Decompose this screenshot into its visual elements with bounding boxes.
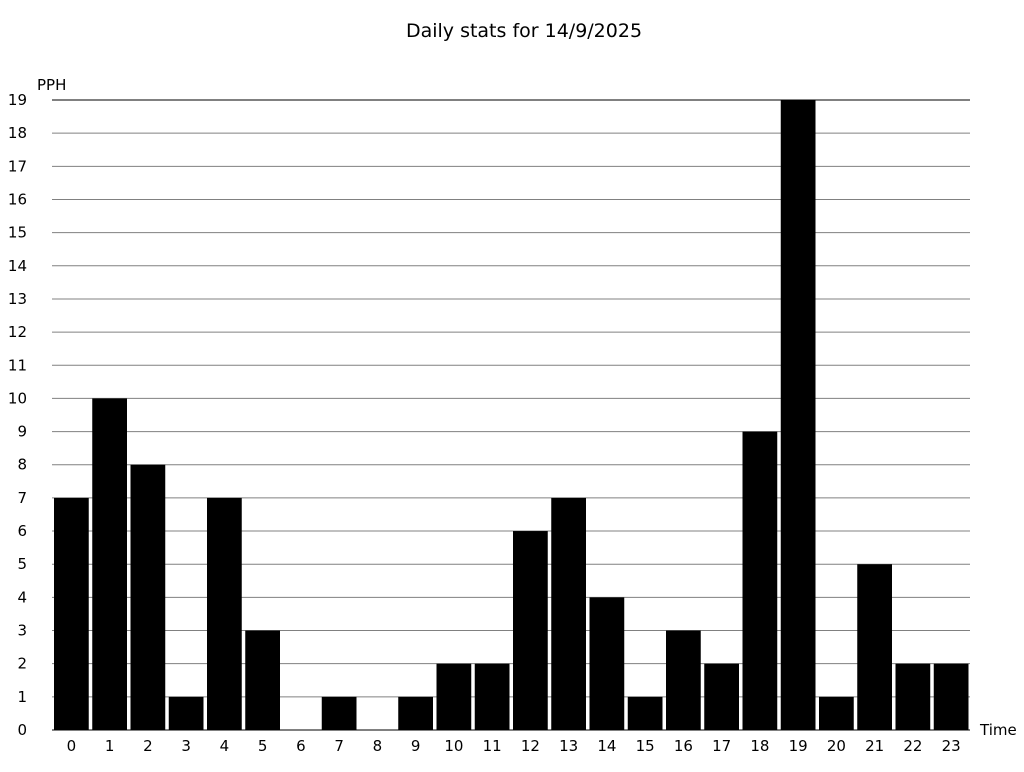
y-tick-label: 15 xyxy=(8,224,27,242)
y-tick-label: 16 xyxy=(8,190,27,208)
x-tick-label: 6 xyxy=(296,737,306,755)
x-tick-label: 13 xyxy=(559,737,578,755)
y-tick-label: 8 xyxy=(17,456,27,474)
bar-3 xyxy=(168,696,204,730)
bar-9 xyxy=(398,696,433,730)
x-tick-label: 22 xyxy=(903,737,922,755)
x-tick-label: 23 xyxy=(942,737,961,755)
y-tick-label: 3 xyxy=(17,622,27,640)
bar-0 xyxy=(54,497,89,730)
x-tick-label: 15 xyxy=(636,737,655,755)
bar-18 xyxy=(742,431,778,730)
bar-4 xyxy=(207,497,242,730)
bar-23 xyxy=(933,663,969,730)
bar-1 xyxy=(92,398,127,730)
chart-title: Daily stats for 14/9/2025 xyxy=(406,20,642,42)
y-tick-label: 13 xyxy=(8,290,27,308)
bar-16 xyxy=(666,630,701,730)
bar-20 xyxy=(819,696,854,730)
x-tick-label: 3 xyxy=(181,737,191,755)
x-tick-label: 5 xyxy=(258,737,268,755)
x-tick-label: 12 xyxy=(521,737,540,755)
y-tick-label: 10 xyxy=(8,389,27,407)
bar-5 xyxy=(245,630,280,730)
x-tick-label: 0 xyxy=(67,737,77,755)
y-axis-label: PPH xyxy=(37,76,66,94)
bar-21 xyxy=(857,564,892,730)
y-tick-label: 17 xyxy=(8,157,27,175)
bar-19 xyxy=(780,100,816,730)
x-tick-label: 16 xyxy=(674,737,693,755)
y-tick-label: 18 xyxy=(8,124,27,142)
x-tick-label: 10 xyxy=(444,737,463,755)
x-tick-label: 19 xyxy=(789,737,808,755)
y-tick-label: 19 xyxy=(8,91,27,109)
bar-13 xyxy=(551,497,586,730)
bar-17 xyxy=(704,663,739,730)
y-tick-label: 0 xyxy=(17,721,27,739)
x-tick-label: 9 xyxy=(411,737,421,755)
y-tick-label: 4 xyxy=(17,588,27,606)
bar-10 xyxy=(436,663,472,730)
x-tick-label: 7 xyxy=(334,737,344,755)
y-tick-label: 9 xyxy=(17,423,27,441)
bar-11 xyxy=(474,663,510,730)
x-tick-label: 17 xyxy=(712,737,731,755)
x-tick-label: 2 xyxy=(143,737,153,755)
bar-14 xyxy=(589,597,625,730)
y-tick-label: 1 xyxy=(17,688,27,706)
x-tick-label: 11 xyxy=(483,737,502,755)
x-axis-label: Time xyxy=(979,721,1017,739)
y-tick-label: 11 xyxy=(8,356,27,374)
bar-2 xyxy=(130,464,166,730)
y-tick-label: 5 xyxy=(17,555,27,573)
bar-15 xyxy=(627,696,663,730)
bar-22 xyxy=(895,663,931,730)
y-tick-label: 7 xyxy=(17,489,27,507)
x-tick-label: 14 xyxy=(597,737,616,755)
x-tick-label: 21 xyxy=(865,737,884,755)
x-tick-label: 8 xyxy=(373,737,383,755)
y-tick-label: 12 xyxy=(8,323,27,341)
bar-7 xyxy=(321,696,357,730)
x-tick-label: 20 xyxy=(827,737,846,755)
y-tick-label: 2 xyxy=(17,655,27,673)
y-tick-label: 6 xyxy=(17,522,27,540)
bar-12 xyxy=(513,531,548,730)
y-tick-label: 14 xyxy=(8,257,27,275)
x-tick-label: 4 xyxy=(220,737,230,755)
x-tick-label: 1 xyxy=(105,737,115,755)
x-tick-label: 18 xyxy=(750,737,769,755)
